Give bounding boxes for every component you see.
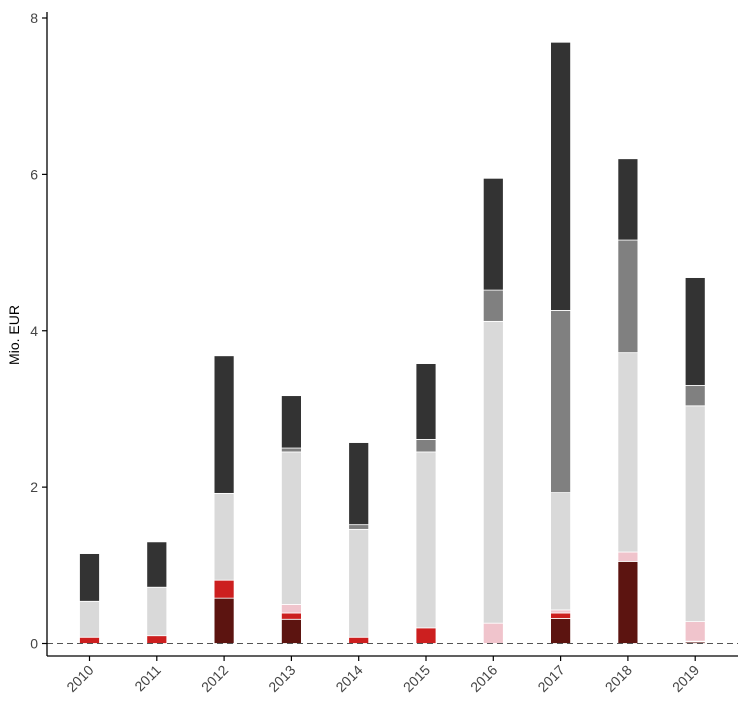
bar-segment-2011-3: [146, 586, 168, 637]
y-axis-title: Mio. EUR: [6, 305, 22, 365]
bar-segment-2012-1: [213, 579, 235, 599]
bar-segment-2015-1: [415, 627, 437, 644]
x-tick-label-2014: 2014: [332, 662, 365, 695]
bar-segment-2018-4: [617, 239, 639, 354]
bar-segment-2016-4: [482, 289, 504, 322]
bar-segment-2017-1: [550, 612, 571, 619]
bar-segment-2014-3: [348, 528, 370, 638]
x-tick-label-2016: 2016: [467, 662, 500, 695]
bar-segment-2017-2: [550, 609, 571, 614]
bar-segment-2017-4: [550, 310, 571, 493]
y-tick-label-8: 8: [30, 10, 38, 26]
y-axis-ticks: 0 2 4 6 8: [30, 10, 47, 652]
bar-segment-2014-1: [348, 636, 370, 644]
bar-segment-2012-3: [213, 492, 235, 581]
bar-segment-2019-4: [684, 385, 706, 407]
bar-segment-2015-3: [415, 451, 437, 629]
bar-segment-2014-4: [348, 524, 370, 530]
x-tick-label-2010: 2010: [63, 662, 96, 695]
bar-segment-2017-0: [550, 618, 571, 644]
bar-segment-2019-5: [684, 277, 706, 386]
bar-segment-2018-3: [617, 352, 639, 553]
bar-segment-2017-3: [550, 492, 571, 611]
y-tick-label-6: 6: [30, 166, 38, 182]
x-tick-label-2012: 2012: [198, 662, 231, 695]
bar-segment-2013-1: [280, 612, 302, 620]
bar-segment-2013-3: [280, 451, 302, 605]
bar-segment-2015-4: [415, 439, 437, 453]
bar-segment-2013-4: [280, 447, 302, 453]
bar-segment-2014-5: [348, 442, 370, 526]
bar-segment-2016-5: [482, 177, 504, 291]
bars-group: [79, 41, 706, 644]
y-tick-label-2: 2: [30, 479, 38, 495]
bar-segment-2019-2: [684, 621, 706, 642]
x-axis-ticks: 2010 2011 2012 2013 2014 2015 2016 2017 2018 2019: [63, 656, 702, 695]
bar-segment-2013-5: [280, 395, 302, 449]
bar-segment-2016-3: [482, 320, 504, 624]
x-tick-label-2011: 2011: [131, 662, 164, 695]
bar-segment-2013-0: [280, 618, 302, 644]
bar-segment-2011-5: [146, 541, 168, 588]
bar-segment-2018-0: [617, 561, 639, 644]
bar-segment-2019-3: [684, 405, 706, 623]
bar-segment-2018-5: [617, 158, 639, 241]
bar-segment-2018-2: [617, 551, 639, 562]
bar-segment-2011-1: [146, 635, 168, 644]
bar-segment-2012-5: [213, 355, 235, 494]
bar-segment-2010-3: [79, 600, 100, 638]
y-tick-label-0: 0: [30, 636, 38, 652]
bar-segment-2010-5: [79, 553, 100, 602]
bar-segment-2012-0: [213, 597, 235, 644]
x-tick-label-2013: 2013: [265, 662, 298, 695]
bar-segment-2015-5: [415, 363, 437, 440]
bar-segment-2016-2: [482, 622, 504, 644]
x-tick-label-2017: 2017: [534, 662, 567, 695]
bar-segment-2010-1: [79, 636, 100, 644]
y-tick-label-4: 4: [30, 323, 38, 339]
x-tick-label-2018: 2018: [602, 662, 635, 695]
bar-segment-2013-2: [280, 604, 302, 614]
bar-segment-2017-5: [550, 41, 571, 311]
x-tick-label-2015: 2015: [400, 662, 433, 695]
x-tick-label-2019: 2019: [669, 662, 702, 695]
